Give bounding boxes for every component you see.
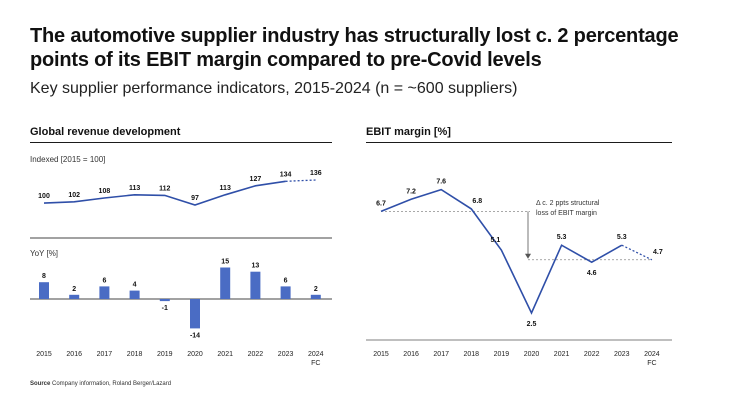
yoy-bar bbox=[159, 299, 170, 302]
yoy-bar bbox=[280, 286, 291, 299]
revenue-data-label: 100 bbox=[38, 193, 50, 200]
ebit-data-label: 2.5 bbox=[527, 321, 537, 328]
ebit-data-label: 5.3 bbox=[557, 234, 567, 241]
ebit-x-tick-label: 2019 bbox=[494, 351, 510, 358]
yoy-x-tick-label: 2015 bbox=[36, 351, 52, 358]
source-label: Source bbox=[30, 381, 51, 387]
yoy-x-tick-label: 2017 bbox=[97, 351, 113, 358]
yoy-data-label: 4 bbox=[133, 282, 137, 289]
yoy-data-label: 6 bbox=[284, 277, 288, 284]
revenue-data-label: 108 bbox=[99, 188, 111, 195]
ebit-data-label: 6.8 bbox=[472, 198, 482, 205]
yoy-x-tick-label: 2022 bbox=[248, 351, 264, 358]
ebit-panel-rule bbox=[366, 142, 672, 143]
ebit-forecast-line bbox=[621, 244, 653, 261]
yoy-bar bbox=[39, 282, 49, 299]
page-title: The automotive supplier industry has str… bbox=[30, 25, 679, 71]
yoy-x-tick-label: 2024 bbox=[308, 351, 324, 358]
revenue-panel-rule bbox=[30, 142, 332, 143]
ebit-series-line bbox=[380, 188, 623, 315]
ebit-data-label: 5.3 bbox=[617, 234, 627, 241]
ebit-panel-title: EBIT margin [%] bbox=[366, 126, 451, 138]
yoy-data-label: 8 bbox=[42, 273, 46, 280]
yoy-data-label: 6 bbox=[102, 277, 106, 284]
yoy-data-label: 13 bbox=[252, 263, 260, 270]
revenue-data-label: 113 bbox=[129, 185, 140, 192]
revenue-series-line bbox=[43, 180, 286, 206]
yoy-x-tick-label: 2016 bbox=[66, 351, 82, 358]
ebit-x-tick-label: 2024 bbox=[644, 351, 660, 358]
ebit-x-tick-label: 2021 bbox=[554, 351, 570, 358]
ebit-data-label: 7.6 bbox=[436, 179, 446, 186]
yoy-bar bbox=[250, 271, 261, 299]
revenue-data-label: 134 bbox=[280, 171, 292, 178]
ebit-x-tick-label: 2016 bbox=[403, 351, 419, 358]
ebit-data-label: 4.6 bbox=[587, 270, 597, 277]
ebit-x-tick-label: 2015 bbox=[373, 351, 389, 358]
yoy-bar bbox=[190, 299, 200, 329]
yoy-bar bbox=[99, 286, 110, 299]
ebit-data-label: 5.1 bbox=[491, 237, 501, 244]
ebit-x-tick-label: 2018 bbox=[464, 351, 480, 358]
ebit-x-tick-label: 2020 bbox=[524, 351, 540, 358]
yoy-bar bbox=[129, 290, 140, 299]
ebit-data-label: 6.7 bbox=[376, 200, 386, 207]
yoy-bar bbox=[310, 294, 321, 299]
page-subtitle: Key supplier performance indicators, 201… bbox=[30, 80, 518, 97]
ebit-annotation-line-1: Δ c. 2 ppts structural bbox=[536, 200, 600, 207]
ebit-x-tick-label: 2022 bbox=[584, 351, 600, 358]
yoy-data-label: 2 bbox=[314, 286, 318, 293]
yoy-x-tick-label: 2020 bbox=[187, 351, 203, 358]
ebit-forecast-suffix: FC bbox=[647, 360, 656, 367]
ebit-data-label: 4.7 bbox=[653, 249, 663, 256]
yoy-data-label: 15 bbox=[221, 259, 229, 266]
yoy-x-tick-label: 2023 bbox=[278, 351, 294, 358]
source-note: Source Company information, Roland Berge… bbox=[30, 381, 171, 387]
revenue-data-label: 113 bbox=[220, 185, 231, 192]
ebit-x-tick-label: 2017 bbox=[433, 351, 449, 358]
yoy-bar bbox=[69, 294, 80, 299]
revenue-data-label: 102 bbox=[68, 192, 80, 199]
yoy-data-label: 2 bbox=[72, 286, 76, 293]
revenue-data-label: 97 bbox=[191, 195, 199, 202]
yoy-data-label: -1 bbox=[162, 305, 168, 312]
ebit-data-label: 7.2 bbox=[406, 188, 416, 195]
ebit-x-tick-label: 2023 bbox=[614, 351, 630, 358]
revenue-unit-label: Indexed [2015 = 100] bbox=[30, 155, 106, 164]
yoy-x-tick-label: 2021 bbox=[217, 351, 233, 358]
revenue-data-label: 112 bbox=[159, 185, 170, 192]
yoy-x-tick-label: 2018 bbox=[127, 351, 143, 358]
revenue-forecast-line bbox=[285, 179, 316, 182]
yoy-unit-label: YoY [%] bbox=[30, 249, 59, 258]
revenue-data-label: 127 bbox=[250, 176, 262, 183]
ebit-gap-arrow-head bbox=[525, 253, 531, 259]
ebit-annotation-line-2: loss of EBIT margin bbox=[536, 210, 597, 217]
yoy-bar bbox=[220, 267, 231, 299]
revenue-panel-title: Global revenue development bbox=[30, 126, 181, 138]
yoy-data-label: -14 bbox=[190, 332, 200, 339]
yoy-forecast-suffix: FC bbox=[311, 360, 320, 367]
yoy-x-tick-label: 2019 bbox=[157, 351, 173, 358]
revenue-data-label: 136 bbox=[310, 170, 322, 177]
source-text: Company information, Roland Berger/Lazar… bbox=[52, 381, 172, 387]
